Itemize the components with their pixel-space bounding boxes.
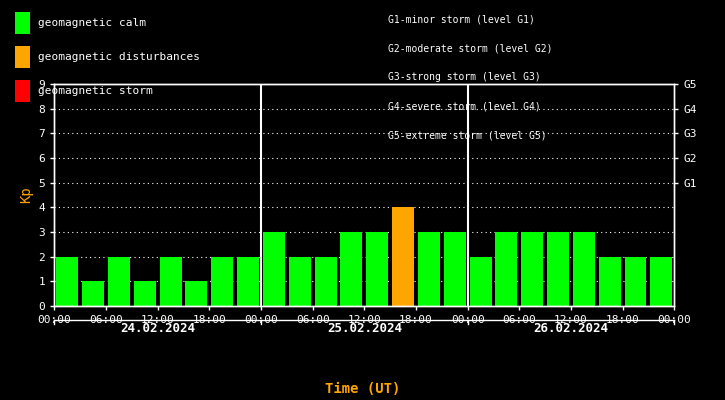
Text: G5-extreme storm (level G5): G5-extreme storm (level G5) xyxy=(388,131,547,141)
Bar xyxy=(495,232,518,306)
Bar xyxy=(289,257,311,306)
Bar xyxy=(82,281,104,306)
Bar xyxy=(418,232,440,306)
Text: Time (UT): Time (UT) xyxy=(325,382,400,396)
Bar xyxy=(134,281,156,306)
Text: 25.02.2024: 25.02.2024 xyxy=(327,322,402,334)
Bar xyxy=(57,257,78,306)
Text: G1-minor storm (level G1): G1-minor storm (level G1) xyxy=(388,14,535,24)
Bar xyxy=(547,232,569,306)
Bar xyxy=(160,257,181,306)
Bar xyxy=(444,232,465,306)
Bar xyxy=(650,257,672,306)
Bar xyxy=(108,257,130,306)
Bar xyxy=(366,232,388,306)
Bar xyxy=(624,257,647,306)
Bar xyxy=(599,257,621,306)
Bar xyxy=(211,257,233,306)
Text: geomagnetic storm: geomagnetic storm xyxy=(38,86,152,96)
Bar xyxy=(186,281,207,306)
Bar xyxy=(521,232,543,306)
Y-axis label: Kp: Kp xyxy=(19,187,33,203)
Bar xyxy=(341,232,362,306)
Bar xyxy=(392,207,414,306)
Text: G3-strong storm (level G3): G3-strong storm (level G3) xyxy=(388,72,541,82)
Bar xyxy=(237,257,259,306)
Bar xyxy=(470,257,492,306)
Text: G4-severe storm (level G4): G4-severe storm (level G4) xyxy=(388,102,541,112)
Text: geomagnetic disturbances: geomagnetic disturbances xyxy=(38,52,199,62)
Text: G2-moderate storm (level G2): G2-moderate storm (level G2) xyxy=(388,43,552,53)
Bar xyxy=(315,257,336,306)
Bar xyxy=(573,232,594,306)
Text: 24.02.2024: 24.02.2024 xyxy=(120,322,195,334)
Bar xyxy=(263,232,285,306)
Text: geomagnetic calm: geomagnetic calm xyxy=(38,18,146,28)
Text: 26.02.2024: 26.02.2024 xyxy=(534,322,608,334)
